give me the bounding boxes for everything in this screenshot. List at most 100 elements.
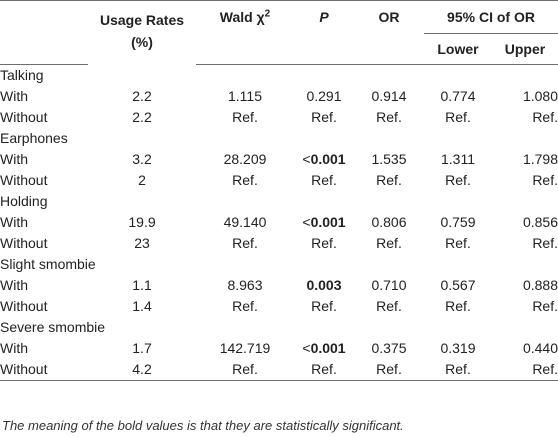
wald-cell: Ref.	[232, 109, 258, 125]
wald-cell: 142.719	[219, 340, 271, 356]
p-value: Ref.	[311, 109, 337, 125]
row-label: Without	[0, 172, 48, 188]
row-label: Without	[0, 359, 88, 381]
p-value: Ref.	[311, 361, 337, 377]
table-row: Without 2.2 Ref. Ref. Ref. Ref. Ref.	[0, 107, 558, 128]
row-label: With	[0, 214, 28, 230]
wald-cell: Ref.	[232, 298, 258, 314]
wald-cell: 1.115	[228, 88, 262, 104]
upper-cell: 0.856	[522, 214, 558, 230]
table-row: Without 2 Ref. Ref. Ref. Ref. Ref.	[0, 170, 558, 191]
wald-cell: 49.140	[223, 214, 267, 230]
p-cell: Ref.	[294, 170, 354, 191]
row-label: With	[0, 340, 28, 356]
p-value: Ref.	[311, 235, 337, 251]
p-value: 0.001	[310, 214, 346, 230]
group-label: Slight smombie	[0, 256, 96, 272]
p-value: 0.001	[310, 340, 346, 356]
upper-cell: Ref.	[492, 359, 558, 381]
p-prefix: <	[302, 340, 311, 356]
wald-cell: Ref.	[196, 359, 294, 381]
upper-cell: Ref.	[532, 172, 558, 188]
or-cell: 0.710	[371, 277, 407, 293]
wald-cell: 8.963	[227, 277, 263, 293]
lower-cell: 1.311	[441, 151, 475, 167]
lower-cell: 0.774	[440, 88, 476, 104]
header-blank-5	[354, 33, 424, 65]
wald-cell: Ref.	[232, 172, 258, 188]
upper-cell: Ref.	[532, 298, 558, 314]
lower-cell: 0.759	[440, 214, 476, 230]
usage-cell: 4.2	[88, 359, 196, 381]
or-cell: Ref.	[354, 359, 424, 381]
wald-cell: Ref.	[232, 235, 258, 251]
upper-cell: 1.798	[522, 151, 558, 167]
usage-cell: 3.2	[132, 151, 152, 167]
header-row-2: Lower Upper	[0, 33, 558, 65]
or-cell: 0.914	[371, 88, 407, 104]
header-usage-rates: Usage Rates (%)	[88, 0, 196, 65]
usage-cell: 1.4	[132, 298, 152, 314]
header-blank-3	[196, 33, 294, 65]
upper-cell: Ref.	[532, 235, 558, 251]
p-cell: <0.001	[294, 149, 354, 170]
upper-cell: Ref.	[532, 109, 558, 125]
p-cell: Ref.	[294, 359, 354, 381]
or-cell: Ref.	[376, 172, 402, 188]
group-label: Severe smombie	[0, 319, 106, 335]
table-footnote: The meaning of the bold values is that t…	[2, 418, 404, 433]
p-cell: <0.001	[294, 338, 354, 359]
lower-cell: 0.567	[440, 277, 476, 293]
table-body: Talking With 2.2 1.115 0.291 0.914 0.774…	[0, 65, 558, 381]
header-ci: 95% CI of OR	[424, 0, 558, 34]
p-value: 0.001	[310, 151, 346, 167]
group-row-talking: Talking	[0, 65, 558, 87]
p-value: 0.291	[306, 88, 342, 104]
table-header: Usage Rates (%) Wald χ2 P OR 95% CI of O…	[0, 0, 558, 65]
usage-cell: 2.2	[132, 109, 152, 125]
p-cell: Ref.	[294, 107, 354, 128]
or-cell: 1.535	[371, 151, 407, 167]
row-label: With	[0, 88, 28, 104]
header-blank-4	[294, 33, 354, 65]
lower-cell: Ref.	[445, 235, 471, 251]
header-blank	[0, 0, 88, 34]
row-label: With	[0, 151, 28, 167]
usage-cell: 2.2	[132, 88, 152, 104]
p-prefix: <	[302, 151, 311, 167]
p-cell: Ref.	[294, 233, 354, 254]
header-usage-rates-unit: (%)	[131, 34, 153, 50]
upper-cell: 0.888	[522, 277, 558, 293]
group-row-slight-smombie: Slight smombie	[0, 254, 558, 275]
table-row: With 19.9 49.140 <0.001 0.806 0.759 0.85…	[0, 212, 558, 233]
usage-cell: 2	[138, 172, 146, 188]
header-wald-superscript: 2	[264, 8, 271, 20]
or-cell: Ref.	[376, 109, 402, 125]
group-label: Earphones	[0, 130, 68, 146]
header-row-1: Usage Rates (%) Wald χ2 P OR 95% CI of O…	[0, 0, 558, 65]
results-table: Usage Rates (%) Wald χ2 P OR 95% CI of O…	[0, 0, 558, 381]
usage-cell: 23	[134, 235, 150, 251]
table-row: Without 4.2 Ref. Ref. Ref. Ref. Ref.	[0, 359, 558, 381]
table-row: With 3.2 28.209 <0.001 1.535 1.311 1.798	[0, 149, 558, 170]
p-value: Ref.	[311, 298, 337, 314]
table-row: With 2.2 1.115 0.291 0.914 0.774 1.080	[0, 86, 558, 107]
header-wald-label: Wald χ	[219, 9, 265, 26]
p-cell: 0.291	[294, 86, 354, 107]
lower-cell: Ref.	[445, 172, 471, 188]
group-row-earphones: Earphones	[0, 128, 558, 149]
header-usage-rates-label: Usage Rates	[99, 12, 185, 28]
group-label: Talking	[0, 67, 44, 83]
table-row: With 1.7 142.719 <0.001 0.375 0.319 0.44…	[0, 338, 558, 359]
lower-cell: 0.319	[440, 340, 476, 356]
upper-cell: 0.440	[522, 340, 558, 356]
header-or: OR	[354, 0, 424, 34]
or-cell: Ref.	[376, 235, 402, 251]
header-lower: Lower	[424, 33, 492, 65]
p-value: 0.003	[306, 277, 342, 293]
p-cell: <0.001	[294, 212, 354, 233]
p-cell: 0.003	[294, 275, 354, 296]
table-row: Without 23 Ref. Ref. Ref. Ref. Ref.	[0, 233, 558, 254]
row-label: Without	[0, 298, 48, 314]
or-cell: 0.375	[371, 340, 407, 356]
